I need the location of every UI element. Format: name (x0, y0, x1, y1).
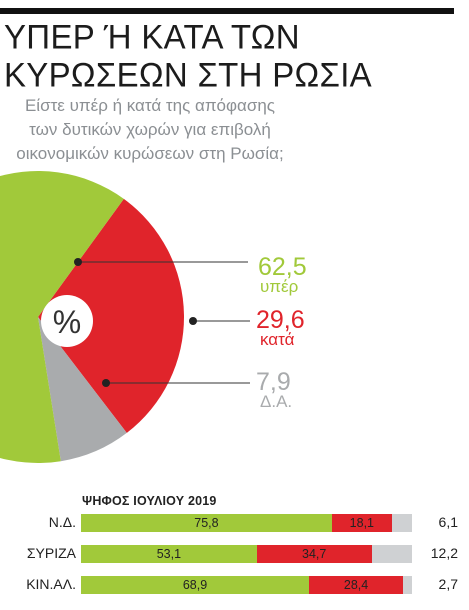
pie-chart: % (0, 171, 250, 463)
pie-value-da: 7,9 (256, 368, 291, 396)
bar-row-label: ΚΙΝ.ΑΛ. (26, 576, 76, 592)
bar-segment-kata: 28,4 (309, 576, 404, 594)
bar-segment-yper: 53,1 (81, 545, 257, 563)
pie-label-yper: υπέρ (260, 277, 299, 296)
subtitle-line: οικονομικών κυρώσεων στη Ρωσία; (16, 144, 284, 163)
subtitle-line: των δυτικών χωρών για επιβολή (29, 120, 271, 139)
bar-segment-da (371, 545, 412, 563)
pie-leader-dot (189, 317, 197, 325)
page-title: ΥΠΕΡ Ή ΚΑΤΑ ΤΩΝ ΚΥΡΩΣΕΩΝ ΣΤΗ ΡΩΣΙΑ (4, 18, 454, 94)
bar-row-label: Ν.Δ. (48, 514, 76, 530)
pie-value-kata: 29,6 (256, 306, 305, 334)
title-line: ΚΥΡΩΣΕΩΝ ΣΤΗ ΡΩΣΙΑ (4, 54, 372, 94)
top-rule (0, 8, 454, 14)
bar-value-da: 6,1 (438, 514, 458, 530)
pie-label-kata: κατά (260, 330, 295, 349)
stacked-bar: 53,1 34,7 (81, 545, 412, 563)
pie-center-label: % (53, 304, 81, 340)
stacked-bar: 75,8 18,1 (81, 514, 412, 532)
pie-leader-dot (74, 258, 82, 266)
bar-chart-title: ΨΗΦΟΣ ΙΟΥΛΙΟΥ 2019 (82, 494, 217, 508)
subtitle: Είστε υπέρ ή κατά της απόφασης των δυτικ… (0, 94, 300, 166)
stacked-bar: 68,9 28,4 (81, 576, 412, 594)
bar-value-da: 12,2 (430, 545, 458, 561)
bar-segment-kata: 34,7 (256, 545, 372, 563)
pie-leader-dot (102, 379, 110, 387)
pie-center-badge (41, 295, 93, 347)
bar-segment-yper: 75,8 (81, 514, 332, 532)
pie-slice-yper (0, 171, 124, 463)
pie-slice-kata (38, 198, 185, 433)
pie-slice-da (38, 317, 127, 462)
bar-segment-yper: 68,9 (81, 576, 310, 594)
bar-segment-kata: 18,1 (331, 514, 392, 532)
bar-value-da: 2,7 (438, 576, 458, 592)
subtitle-line: Είστε υπέρ ή κατά της απόφασης (24, 96, 276, 115)
title-line: ΥΠΕΡ Ή ΚΑΤΑ ΤΩΝ (4, 17, 300, 56)
bar-row-label: ΣΥΡΙΖΑ (26, 545, 76, 561)
bar-segment-da (391, 514, 412, 532)
pie-value-yper: 62,5 (258, 253, 307, 281)
pie-label-da: Δ.Α. (260, 392, 293, 411)
bar-segment-da (403, 576, 412, 594)
